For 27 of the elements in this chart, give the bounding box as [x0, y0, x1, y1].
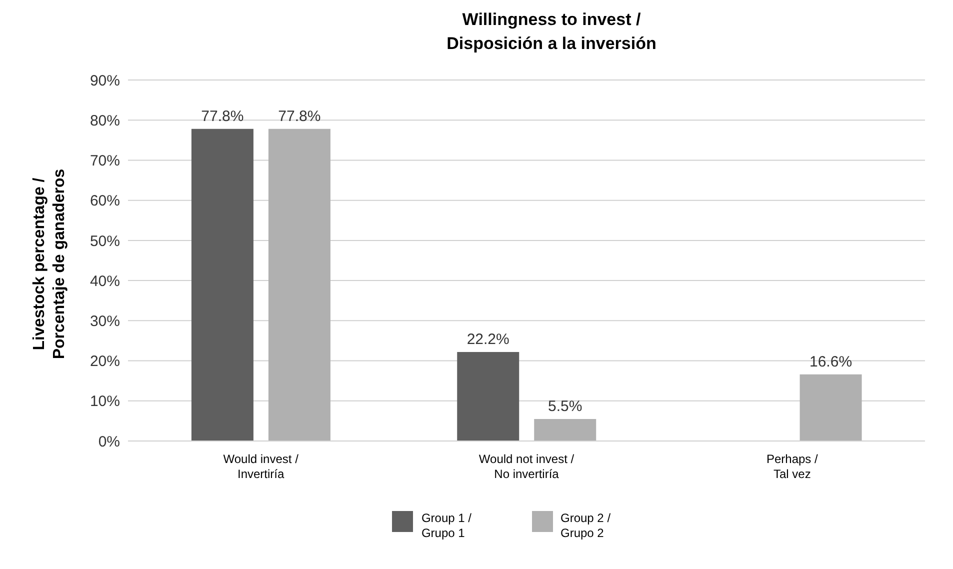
data-label: 77.8%	[201, 108, 244, 125]
y-tick-label: 30%	[90, 312, 120, 330]
bar	[800, 374, 862, 441]
y-tick-label: 70%	[90, 152, 120, 170]
x-tick-label: Would not invest / No invertiría	[478, 452, 575, 481]
y-tick-label: 80%	[90, 112, 120, 130]
x-tick-label: Would invest / Invertiría	[223, 452, 300, 481]
legend-label: Group 1 / Grupo 1	[421, 511, 472, 541]
y-tick-label: 50%	[90, 232, 120, 250]
data-label: 77.8%	[278, 108, 321, 125]
y-tick-label: 90%	[90, 72, 120, 90]
bar	[534, 418, 596, 441]
y-tick-label: 20%	[90, 353, 120, 370]
chart-title: Willingness to invest / Disposición a la inversión	[446, 9, 658, 55]
x-tick-label: Perhaps / Tal vez	[766, 452, 819, 481]
y-tick-label: 60%	[90, 192, 120, 210]
bar	[191, 128, 254, 441]
y-tick-label: 10%	[90, 393, 120, 410]
y-tick-label: 0%	[98, 433, 120, 450]
bar	[457, 352, 520, 441]
data-label: 22.2%	[466, 330, 510, 348]
data-label: 16.6%	[810, 353, 852, 370]
y-tick-label: 40%	[90, 272, 120, 290]
legend-label: Group 2 / Grupo 2	[560, 511, 611, 541]
bar	[268, 128, 330, 441]
data-label: 5.5%	[548, 398, 582, 415]
y-axis-title: Livestock percentage / Porcentaje de ganaderos	[30, 168, 69, 360]
